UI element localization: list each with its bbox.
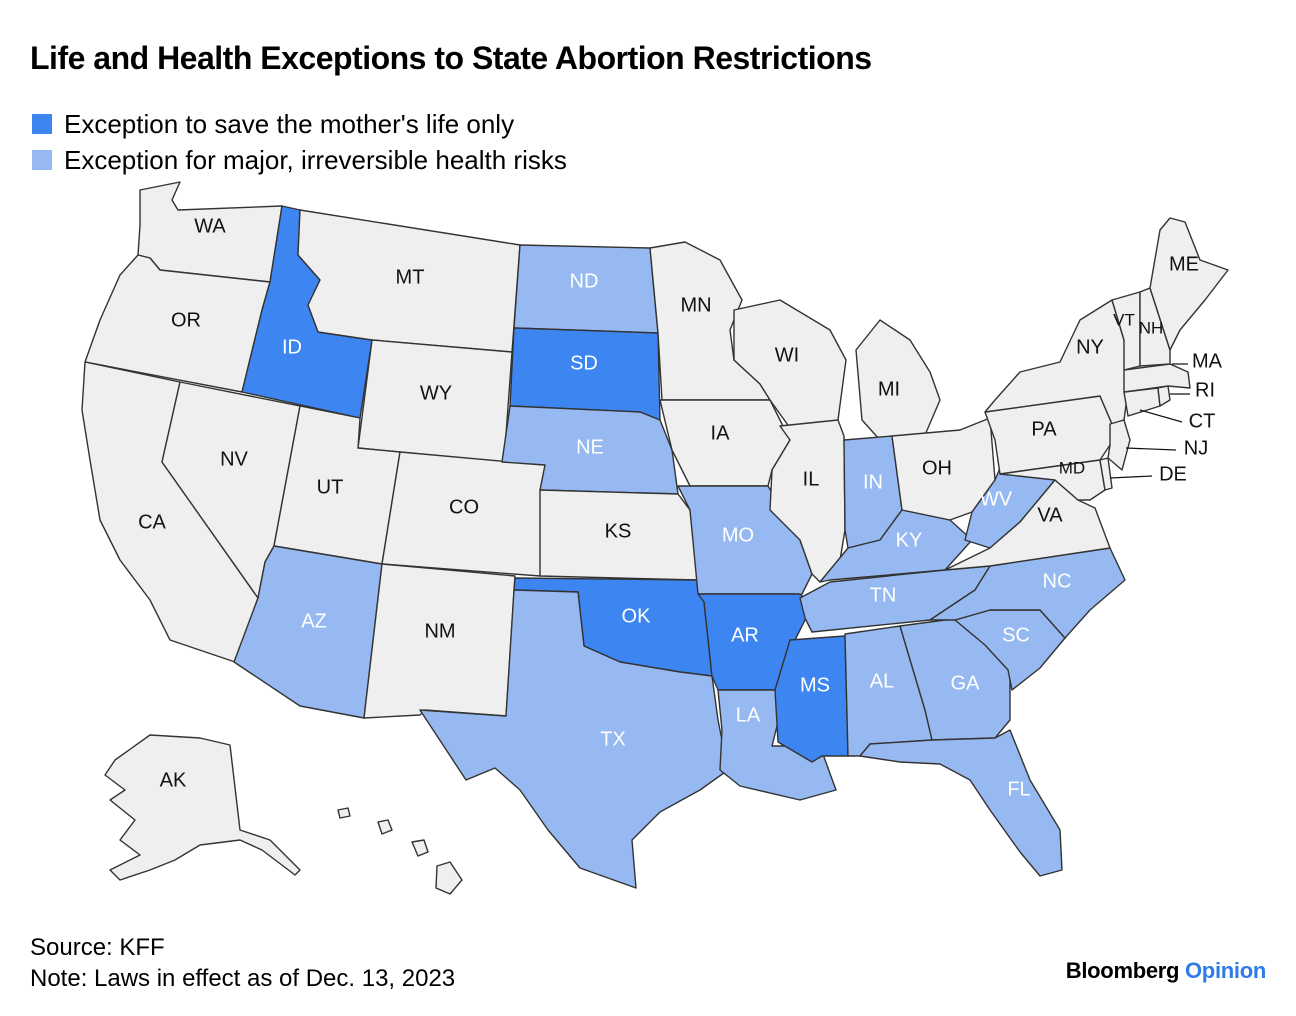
label-mo: MO (722, 524, 754, 546)
label-az: AZ (301, 610, 327, 632)
label-wy: WY (420, 382, 452, 404)
label-ok: OK (622, 605, 652, 627)
label-pa: PA (1031, 418, 1057, 440)
legend-item-life-only: Exception to save the mother's life only (32, 106, 567, 142)
label-nj: NJ (1184, 437, 1208, 459)
label-ne: NE (576, 436, 604, 458)
label-ak: AK (160, 769, 187, 791)
state-ct (1123, 387, 1161, 417)
us-map: WA OR CA ID NV MT WY UT AZ CO NM ND SD N… (81, 181, 1229, 895)
label-va: VA (1037, 504, 1063, 526)
label-mn: MN (680, 294, 711, 316)
brand-suffix: Opinion (1185, 958, 1266, 983)
state-il (769, 419, 846, 583)
state-nj (1107, 419, 1131, 471)
label-sc: SC (1002, 624, 1030, 646)
label-mt: MT (396, 266, 425, 288)
state-hi-oahu (377, 819, 393, 835)
state-tx (419, 589, 729, 889)
legend: Exception to save the mother's life only… (32, 106, 567, 178)
label-nv: NV (220, 448, 248, 470)
label-la: LA (736, 704, 761, 726)
label-id: ID (282, 336, 302, 358)
label-ks: KS (605, 520, 632, 542)
state-ak (104, 734, 301, 881)
label-ca: CA (138, 511, 166, 533)
label-me: ME (1169, 253, 1199, 275)
brand-logo: Bloomberg Opinion (1065, 958, 1267, 984)
label-or: OR (171, 309, 201, 331)
state-hi-kauai (337, 807, 351, 819)
label-in: IN (863, 471, 883, 493)
label-nh: NH (1139, 318, 1164, 337)
label-il: IL (803, 468, 820, 490)
label-ms: MS (800, 674, 830, 696)
legend-label-health: Exception for major, irreversible health… (64, 144, 567, 175)
source-note: Source: KFF (30, 934, 165, 961)
state-nh (1139, 287, 1171, 367)
label-co: CO (449, 496, 479, 518)
legend-item-health: Exception for major, irreversible health… (32, 142, 567, 178)
state-ms (774, 635, 849, 763)
state-mi (855, 319, 941, 441)
state-fl (859, 729, 1063, 877)
callout-line-ct (1139, 409, 1183, 423)
chart-title: Life and Health Exceptions to State Abor… (30, 40, 872, 76)
label-mi: MI (878, 378, 900, 400)
label-ri: RI (1195, 379, 1215, 401)
label-nd: ND (570, 270, 599, 292)
legend-label-life-only: Exception to save the mother's life only (64, 108, 515, 139)
state-me (1149, 217, 1229, 351)
label-tn: TN (870, 584, 897, 606)
label-md: MD (1059, 458, 1085, 477)
state-hi (435, 861, 463, 895)
brand-name: Bloomberg (1065, 958, 1180, 983)
legend-swatch-life-only (32, 114, 52, 134)
label-wa: WA (194, 215, 226, 237)
state-de (1099, 457, 1113, 491)
label-wi: WI (775, 344, 799, 366)
label-oh: OH (922, 457, 952, 479)
callout-line-nj (1125, 447, 1177, 451)
label-ia: IA (711, 422, 731, 444)
label-ar: AR (731, 624, 759, 646)
state-hi-maui (411, 839, 429, 857)
state-nc (929, 547, 1126, 639)
state-vt (1111, 291, 1141, 371)
label-ma: MA (1192, 350, 1223, 372)
label-tx: TX (600, 728, 626, 750)
us-map-container: WA OR CA ID NV MT WY UT AZ CO NM ND SD N… (0, 170, 1296, 910)
label-de: DE (1159, 463, 1187, 485)
label-sd: SD (570, 352, 598, 374)
callout-line-de (1109, 475, 1153, 479)
label-ky: KY (896, 529, 923, 551)
state-ri (1157, 385, 1171, 407)
state-ia (659, 399, 791, 487)
laws-note: Note: Laws in effect as of Dec. 13, 2023 (30, 965, 456, 992)
label-ct: CT (1189, 410, 1216, 432)
label-vt: VT (1113, 310, 1135, 329)
legend-swatch-health (32, 150, 52, 170)
label-ny: NY (1076, 336, 1104, 358)
label-wv: WV (980, 488, 1013, 510)
label-ut: UT (317, 476, 344, 498)
label-nm: NM (424, 620, 455, 642)
footer-notes: Source: KFF Note: Laws in effect as of D… (30, 932, 455, 994)
label-al: AL (870, 670, 894, 692)
label-ga: GA (951, 672, 981, 694)
label-nc: NC (1043, 570, 1072, 592)
label-fl: FL (1007, 778, 1030, 800)
